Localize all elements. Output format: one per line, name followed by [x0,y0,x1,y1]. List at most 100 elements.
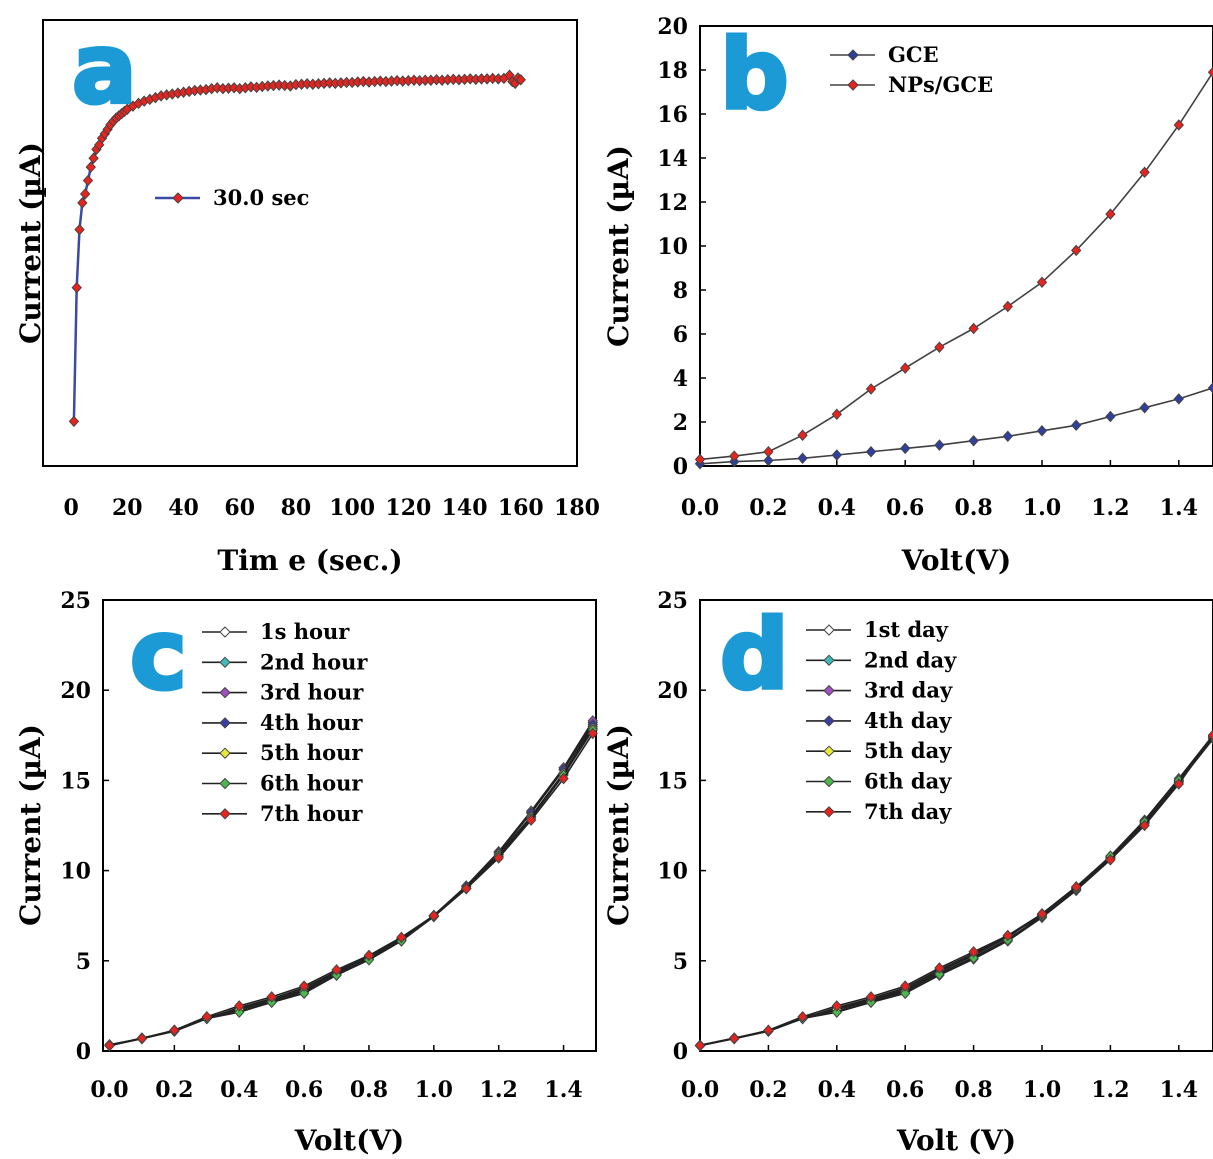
legend-marker [172,192,184,204]
y-tick-label: 10 [657,859,688,885]
y-axis-title: Current (µA) [14,142,47,344]
panel-c: 0.0 0.2 0.4 0.6 0.8 1.0 1.2 1.4 0 5 10 15 20 25 Volt(V… [14,588,598,1157]
x-tick-label: 80 [281,495,312,521]
data-point [331,964,342,976]
x-tick-label: 140 [442,495,488,521]
data-point [1036,276,1048,289]
x-tick-label: 1.2 [1091,495,1129,521]
legend-marker [823,624,835,636]
data-point [88,152,99,165]
data-point [729,1032,740,1045]
data-point [797,429,808,441]
x-tick-label: 0.8 [954,1077,992,1103]
data-point [694,1039,706,1052]
panel-d: 0.0 0.2 0.4 0.6 0.8 1.0 1.2 1.4 0 5 10 15 20 25 Volt (… [602,588,1213,1157]
legend-label: 7th day [864,799,952,824]
y-axis-title: Current (µA) [14,724,47,926]
panel-b: 0.0 0.2 0.4 0.6 0.8 1.0 1.2 1.4 0 2 4 6 8 10 12 14 16 18 2… [602,14,1213,577]
data-point [1002,300,1013,313]
legend-marker [219,777,231,790]
legend-label: 7th hour [260,801,363,826]
data-point [77,197,88,209]
data-point [797,452,808,465]
legend-label: 6th day [864,769,952,794]
x-tick-label: 1.0 [1023,495,1061,521]
y-tick-label: 25 [60,588,91,614]
data-point [1071,244,1082,257]
legend-label: 1s hour [260,619,350,644]
plot-frame [42,19,578,467]
y-tick-label: 20 [657,678,688,704]
x-tick-label: 0.2 [155,1077,193,1103]
x-axis-title: Volt(V) [294,1124,405,1157]
legend-label: 5th hour [260,740,363,765]
y-tick-label: 0 [76,1039,91,1065]
y-tick-label: 8 [673,278,688,304]
legend-label: 3rd hour [260,680,364,705]
legend-marker [823,806,835,818]
legend-label: 4th hour [260,710,363,735]
data-point [1105,854,1116,866]
x-tick-label: 0.8 [350,1077,388,1103]
plot-frame [102,599,597,1052]
data-point [136,1032,148,1045]
x-tick-label: 20 [112,495,143,521]
data-point [900,362,911,374]
y-tick-label: 6 [673,322,688,348]
data-point [1173,778,1184,790]
data-point [1002,430,1013,443]
panel-label: d [720,599,789,711]
x-axis-title: Volt(V) [901,544,1012,577]
data-point [1036,908,1048,920]
data-point [1207,729,1213,742]
series-line [699,387,1213,465]
x-tick-label: 120 [385,495,431,521]
data-point [729,450,740,462]
data-point [968,322,979,335]
legend-marker [219,626,231,638]
data-point [71,281,82,294]
data-point [85,161,96,173]
x-tick-label: 0.6 [886,495,924,521]
x-tick-label: 160 [498,495,544,521]
y-tick-label: 0 [673,454,688,480]
data-point [587,727,598,740]
data-point [831,1006,842,1018]
data-point [1071,419,1082,432]
legend-label: 6th hour [260,771,363,796]
data-point [934,968,945,981]
x-tick-label: 1.4 [1160,495,1198,521]
y-tick-label: 12 [657,190,688,216]
data-point [266,991,277,1003]
y-axis-title: Current (µA) [602,724,635,926]
x-tick-label: 0.6 [285,1077,323,1103]
data-point [865,383,877,395]
data-point [900,980,911,992]
data-point [694,453,706,466]
legend-label: 3rd day [864,678,953,703]
legend-marker [823,684,835,697]
data-point [234,1006,245,1018]
data-point [1207,66,1213,78]
panel-a: 0 20 40 60 80 100 120 140 160 180 Tim e (sec.) Curr… [14,11,600,577]
y-tick-label: 20 [60,678,91,704]
legend-marker [219,656,231,669]
data-point [363,949,375,962]
data-point [763,1024,774,1036]
y-tick-label: 25 [657,588,688,614]
legend-marker [823,654,835,667]
data-point [1036,425,1048,437]
y-tick-label: 5 [673,949,688,975]
x-tick-label: 1.2 [480,1077,518,1103]
data-point [900,442,911,455]
data-point [900,987,911,1000]
y-tick-label: 15 [60,768,91,794]
legend-marker [823,775,835,788]
data-point [169,1024,180,1036]
data-point [396,931,407,944]
x-tick-label: 40 [168,495,199,521]
data-point [298,980,310,992]
data-point [831,1000,842,1012]
panel-label: b [720,19,789,131]
